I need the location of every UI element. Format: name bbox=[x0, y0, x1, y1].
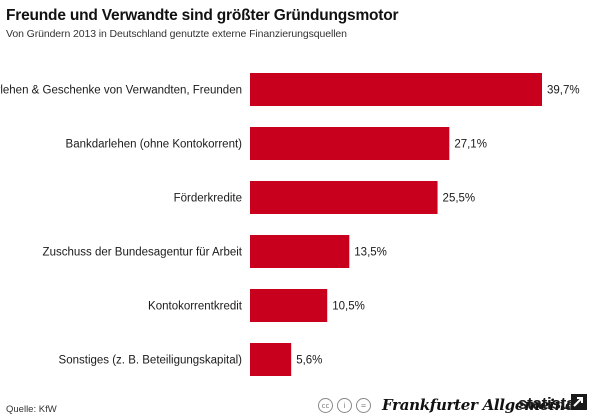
category-label: Bankdarlehen (ohne Kontokorrent) bbox=[66, 139, 243, 151]
value-label: 5,6% bbox=[296, 355, 322, 367]
category-label: Sonstiges (z. B. Beteiligungskapital) bbox=[59, 355, 243, 367]
bar[interactable] bbox=[250, 73, 542, 106]
category-label: Kontokorrentkredit bbox=[148, 301, 243, 313]
source-label: Quelle: KfW bbox=[6, 404, 57, 415]
equals-icon[interactable]: = bbox=[356, 398, 371, 413]
category-label: Darlehen & Geschenke von Verwandten, Fre… bbox=[0, 85, 242, 97]
publisher-logo: Frankfurter Allgemeine bbox=[382, 396, 575, 414]
value-label: 25,5% bbox=[443, 193, 476, 205]
bar[interactable] bbox=[250, 289, 328, 322]
value-label: 39,7% bbox=[547, 85, 580, 97]
bar[interactable] bbox=[250, 235, 350, 268]
bar[interactable] bbox=[250, 343, 292, 376]
statista-icon bbox=[571, 394, 587, 410]
value-label: 13,5% bbox=[354, 247, 387, 259]
category-label: Zuschuss der Bundesagentur für Arbeit bbox=[43, 247, 243, 259]
chart-title: Freunde und Verwandte sind größter Gründ… bbox=[6, 7, 399, 24]
license-icons: cc i = bbox=[318, 398, 371, 413]
info-icon[interactable]: i bbox=[337, 398, 352, 413]
category-label: Förderkredite bbox=[174, 193, 242, 205]
cc-icon[interactable]: cc bbox=[318, 398, 333, 413]
statista-logo[interactable]: statista bbox=[518, 394, 576, 413]
value-label: 27,1% bbox=[454, 139, 487, 151]
chart-subtitle: Von Gründern 2013 in Deutschland genutzt… bbox=[6, 28, 347, 40]
bar[interactable] bbox=[250, 127, 450, 160]
value-label: 10,5% bbox=[332, 301, 365, 313]
bar[interactable] bbox=[250, 181, 438, 214]
